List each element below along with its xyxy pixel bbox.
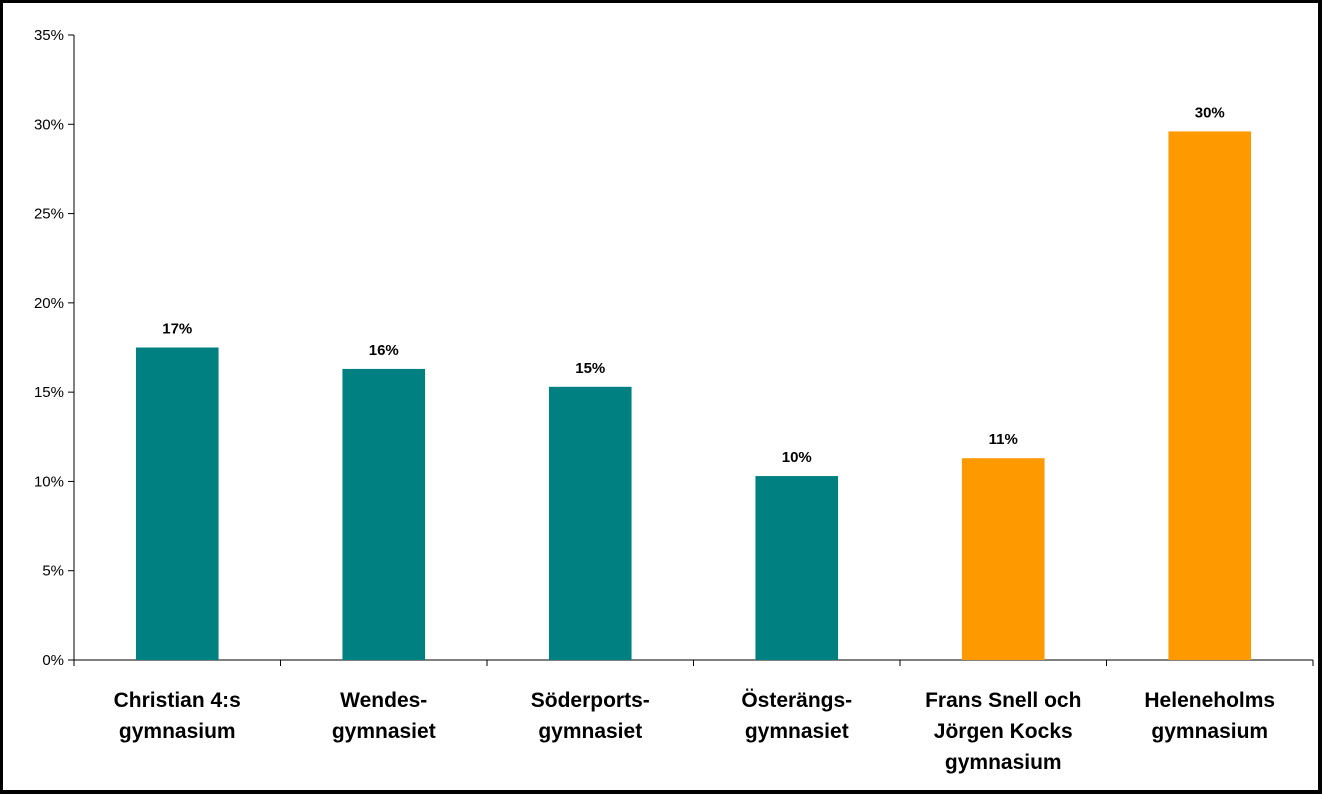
category-label: Wendes-gymnasiet	[332, 689, 436, 743]
category-label: Christian 4:s gymnasium	[114, 689, 241, 743]
category-label-line: gymnasium	[119, 720, 236, 743]
data-label: 11%	[989, 431, 1018, 448]
data-label: 16%	[369, 342, 399, 359]
category-label-line: Söderports-	[531, 689, 650, 712]
category-label: Frans Snell och Jörgen Kocks gymnasium	[925, 689, 1081, 774]
category-label: Heleneholms gymnasium	[1144, 689, 1275, 743]
category-label: Söderports-gymnasiet	[531, 689, 650, 743]
y-tick-label: 35%	[34, 27, 64, 44]
data-label: 30%	[1195, 104, 1225, 121]
y-tick-label: 30%	[34, 116, 64, 133]
bar	[961, 458, 1045, 660]
category-label-line: Frans Snell och	[925, 689, 1081, 712]
y-tick-label: 10%	[34, 473, 64, 490]
data-label: 10%	[782, 449, 812, 466]
category-label-line: Heleneholms	[1144, 689, 1275, 712]
bar	[755, 476, 839, 660]
bar	[1168, 131, 1252, 660]
bar	[135, 347, 219, 660]
y-tick-label: 0%	[42, 652, 64, 669]
category-label-line: gymnasiet	[332, 720, 436, 743]
bar	[548, 386, 632, 660]
y-tick-label: 15%	[34, 384, 64, 401]
bar-chart: 0% 5% 10% 15% 20% 25% 30% 35% 17% Christian 4:s gy…	[34, 27, 1314, 774]
category-label-line: Christian 4:s	[114, 689, 241, 712]
category-label-line: gymnasiet	[745, 720, 849, 743]
category-label: Österängs-gymnasiet	[741, 689, 852, 743]
category-label-line: Österängs-	[741, 689, 852, 712]
data-label: 17%	[162, 321, 192, 338]
category-label-line: gymnasium	[1151, 720, 1268, 743]
y-tick-label: 20%	[34, 295, 64, 312]
bar	[342, 368, 426, 660]
category-label-line: gymnasiet	[538, 720, 642, 743]
category-label-line: Wendes-	[340, 689, 427, 712]
y-tick-label: 5%	[42, 563, 64, 580]
y-tick-label: 25%	[34, 206, 64, 223]
category-label-line: Jörgen Kocks	[934, 720, 1073, 743]
category-label-line: gymnasium	[945, 751, 1062, 774]
data-label: 15%	[575, 360, 605, 377]
